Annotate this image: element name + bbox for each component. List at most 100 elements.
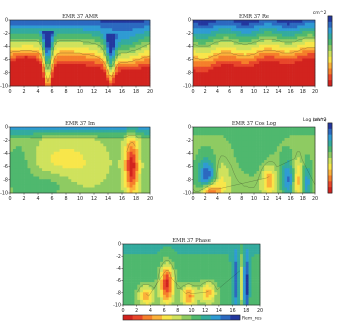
heatmap-cell xyxy=(42,75,46,79)
heatmap-cell xyxy=(74,50,78,54)
heatmap-cell xyxy=(115,72,119,76)
heatmap-cell xyxy=(144,69,148,73)
heatmap-cell xyxy=(115,184,119,188)
heatmap-cell xyxy=(299,165,303,169)
heatmap-cell xyxy=(243,53,247,57)
heatmap-cell xyxy=(103,36,107,40)
heatmap-cell xyxy=(215,22,219,26)
heatmap-cell xyxy=(103,39,107,43)
heatmap-cell xyxy=(297,55,301,59)
heatmap-cell xyxy=(289,187,293,191)
heatmap-cell xyxy=(65,55,69,59)
heatmap-cell xyxy=(226,149,229,153)
heatmap-cell xyxy=(281,190,285,194)
heatmap-cell xyxy=(269,187,273,191)
heatmap-cell xyxy=(141,173,145,177)
heatmap-cell xyxy=(200,72,204,76)
heatmap-cell xyxy=(21,22,25,26)
heatmap-cell xyxy=(264,129,268,133)
heatmap-cell xyxy=(94,58,98,62)
heatmap-cell xyxy=(217,246,221,250)
heatmap-cell xyxy=(215,138,219,142)
heatmap-cell xyxy=(312,165,316,169)
heatmap-cell xyxy=(112,171,116,175)
heatmap-cell xyxy=(30,146,34,150)
heatmap-cell xyxy=(297,190,301,194)
heatmap-cell xyxy=(24,31,28,35)
heatmap-cell xyxy=(264,135,268,139)
heatmap-cell xyxy=(12,58,17,62)
heatmap-cell xyxy=(147,182,151,186)
heatmap-cell xyxy=(10,42,14,46)
heatmap-cell xyxy=(91,129,95,133)
heatmap-cell xyxy=(135,83,139,87)
heatmap-cell xyxy=(74,135,78,139)
heatmap-cell xyxy=(238,182,242,186)
heatmap-cell xyxy=(269,151,273,155)
heatmap-cell xyxy=(251,66,255,70)
heatmap-cell xyxy=(198,154,201,158)
heatmap-cell xyxy=(269,53,273,57)
heatmap-cell xyxy=(208,53,212,57)
heatmap-cell xyxy=(198,55,201,59)
heatmap-cell xyxy=(30,135,34,139)
heatmap-cell xyxy=(254,66,257,70)
heatmap-cell xyxy=(117,165,122,169)
heatmap-cell xyxy=(30,61,34,65)
heatmap-cell xyxy=(42,182,46,186)
heatmap-cell xyxy=(312,173,316,177)
heatmap-cell xyxy=(312,138,316,142)
heatmap-cell xyxy=(27,129,31,133)
heatmap-cell xyxy=(243,58,247,62)
heatmap-cell xyxy=(251,165,255,169)
heatmap-cell xyxy=(195,64,199,68)
heatmap-cell xyxy=(94,143,98,147)
heatmap-cell xyxy=(264,184,268,188)
heatmap-cell xyxy=(200,179,204,183)
heatmap-cell xyxy=(123,33,127,37)
heatmap-cell xyxy=(208,132,212,136)
heatmap-cell xyxy=(274,151,278,155)
heatmap-cell xyxy=(74,140,78,144)
heatmap-cell xyxy=(297,50,301,54)
heatmap-cell xyxy=(251,77,255,81)
heatmap-cells xyxy=(193,127,316,194)
heatmap-cell xyxy=(292,138,295,142)
heatmap-cell xyxy=(74,77,78,81)
heatmap-cell xyxy=(135,168,139,172)
heatmap-cell xyxy=(238,33,242,37)
heatmap-cell xyxy=(193,151,196,155)
heatmap-cell xyxy=(225,244,229,247)
heatmap-cell xyxy=(276,154,280,158)
heatmap-cell xyxy=(274,140,278,144)
heatmap-cell xyxy=(256,190,260,194)
heatmap-cell xyxy=(251,132,255,136)
heatmap-cell xyxy=(304,179,308,183)
heatmap-cell xyxy=(126,50,130,54)
heatmap-cell xyxy=(195,157,199,161)
heatmap-cell xyxy=(39,22,43,26)
heatmap-cell xyxy=(279,190,283,194)
heatmap-cell xyxy=(256,176,260,180)
heatmap-cell xyxy=(91,168,95,172)
heatmap-cell xyxy=(220,143,224,147)
heatmap-cell xyxy=(94,154,98,158)
heatmap-cell xyxy=(123,165,127,169)
heatmap-cell xyxy=(203,173,207,177)
heatmap-cell xyxy=(112,31,116,35)
heatmap-cell xyxy=(284,184,288,188)
heatmap-cell xyxy=(302,53,306,57)
heatmap-cell xyxy=(56,28,60,32)
heatmap-cell xyxy=(12,72,17,76)
heatmap-cell xyxy=(266,171,270,175)
heatmap-cell xyxy=(15,28,20,32)
heatmap-cell xyxy=(144,171,148,175)
heatmap-cell xyxy=(39,72,43,76)
heatmap-cell xyxy=(138,66,142,70)
heatmap-cell xyxy=(261,33,265,37)
heatmap-cell xyxy=(117,179,122,183)
heatmap-cell xyxy=(30,36,34,40)
heatmap-cell xyxy=(251,151,255,155)
x-tick-label: 16 xyxy=(119,89,125,95)
heatmap-cell xyxy=(299,143,303,147)
